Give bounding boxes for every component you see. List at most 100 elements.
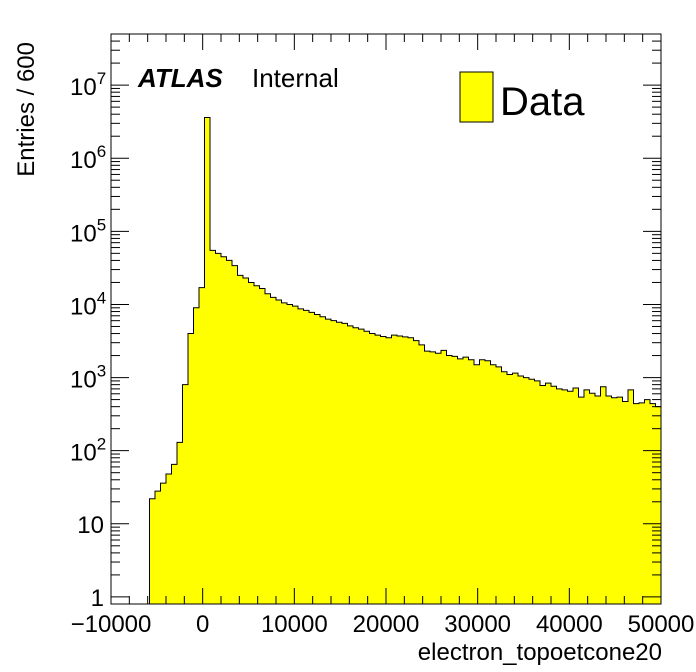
histogram-bin — [331, 320, 337, 604]
histogram-bin — [584, 389, 590, 604]
histogram-bin — [424, 351, 431, 604]
y-tick-label: 1 — [91, 585, 104, 612]
histogram-bin — [518, 376, 524, 604]
histogram-bin — [529, 379, 535, 604]
histogram-bin — [633, 403, 640, 604]
histogram-bin — [215, 253, 222, 605]
histogram-bin — [232, 265, 238, 604]
y-tick-label: 10 — [77, 512, 104, 539]
histogram-bin — [298, 308, 304, 604]
histogram-bin — [441, 350, 447, 604]
histogram-bin — [199, 287, 205, 604]
histogram-bin — [155, 491, 161, 604]
x-tick-label: 30000 — [444, 611, 511, 638]
histogram-bin — [375, 335, 381, 604]
histogram-bin — [276, 300, 282, 604]
histogram-bin — [237, 275, 244, 604]
histogram-bin — [534, 380, 541, 604]
histogram-bin — [336, 322, 343, 604]
histogram-bin — [265, 293, 271, 604]
histogram-bin — [419, 344, 425, 604]
histogram-bin — [523, 377, 530, 604]
histogram-bin — [485, 360, 491, 604]
histogram-bin — [281, 302, 288, 604]
histogram-bin — [243, 278, 249, 604]
y-tick-label: 104 — [70, 288, 106, 320]
histogram-bin — [221, 256, 227, 604]
histogram-bin — [595, 395, 601, 604]
histogram-bin — [314, 314, 321, 604]
histogram-bin — [589, 393, 596, 604]
y-tick-label: 107 — [70, 69, 106, 101]
histogram-bin — [358, 329, 365, 604]
histogram-bin — [287, 304, 293, 604]
histogram-bin — [182, 384, 189, 604]
histogram-bin — [391, 335, 398, 604]
histogram-bin — [193, 307, 200, 604]
histogram-bin — [270, 297, 277, 604]
histogram-bin — [430, 351, 436, 604]
histogram-bin — [292, 306, 299, 604]
y-axis-ticks: 1 10 102 103 104 105 106 107 — [70, 33, 661, 612]
histogram-bin — [369, 333, 376, 604]
histogram-bin — [386, 337, 392, 604]
histogram-bin — [353, 327, 359, 604]
histogram-bars — [149, 117, 662, 605]
histogram-bin — [463, 357, 469, 604]
histogram-bin — [496, 366, 502, 604]
histogram-bin — [639, 402, 645, 604]
atlas-status-label: Internal — [252, 63, 339, 93]
x-tick-label: 0 — [196, 611, 209, 638]
histogram-bin — [490, 364, 497, 604]
histogram-bin — [474, 364, 480, 604]
x-tick-label: 20000 — [353, 611, 420, 638]
y-tick-label: 105 — [70, 215, 106, 247]
histogram-bin — [578, 397, 585, 604]
histogram-bin — [628, 389, 634, 604]
histogram-bin — [540, 385, 546, 604]
histogram-bin — [204, 117, 211, 604]
histogram-bin — [457, 358, 464, 604]
histogram-bin — [413, 340, 420, 604]
x-tick-label: −10000 — [71, 611, 152, 638]
histogram-bin — [309, 312, 315, 604]
histogram-bin — [551, 386, 557, 604]
histogram-bin — [254, 285, 260, 604]
histogram-bin — [325, 319, 332, 604]
histogram-bin — [600, 386, 607, 604]
histogram-bin — [342, 323, 348, 604]
histogram-bin — [397, 336, 403, 604]
histogram-bin — [160, 483, 167, 604]
x-tick-label: 50000 — [628, 611, 695, 638]
histogram-bin — [303, 310, 310, 604]
histogram-bin — [446, 355, 453, 604]
histogram-bin — [171, 464, 178, 604]
legend-label-data: Data — [500, 80, 585, 124]
histogram-bin — [188, 333, 194, 604]
histogram-bin — [567, 391, 574, 604]
legend-swatch-data — [459, 71, 494, 123]
legend: Data — [459, 71, 585, 124]
y-tick-label: 103 — [70, 362, 106, 394]
histogram-bin — [562, 389, 568, 604]
histogram-bin — [452, 356, 458, 604]
histogram-bin — [402, 336, 409, 604]
histogram-bin — [149, 498, 156, 604]
x-tick-label: 10000 — [261, 611, 328, 638]
histogram-bin — [479, 359, 486, 604]
histogram-bin — [617, 397, 623, 604]
histogram-bin — [226, 260, 233, 604]
histogram-bin — [611, 397, 618, 604]
histogram-bin — [347, 325, 354, 604]
histogram-bin — [650, 403, 656, 604]
histogram-bin — [320, 316, 326, 604]
y-tick-label: 102 — [70, 435, 106, 467]
histogram-bin — [501, 371, 508, 604]
histogram-bin — [210, 250, 216, 604]
histogram-bin — [507, 374, 513, 604]
histogram-bin — [644, 399, 651, 604]
x-axis-label: electron_topoetcone20 — [418, 639, 662, 666]
y-axis-label: Entries / 600 — [13, 42, 40, 177]
histogram-bin — [512, 373, 519, 604]
